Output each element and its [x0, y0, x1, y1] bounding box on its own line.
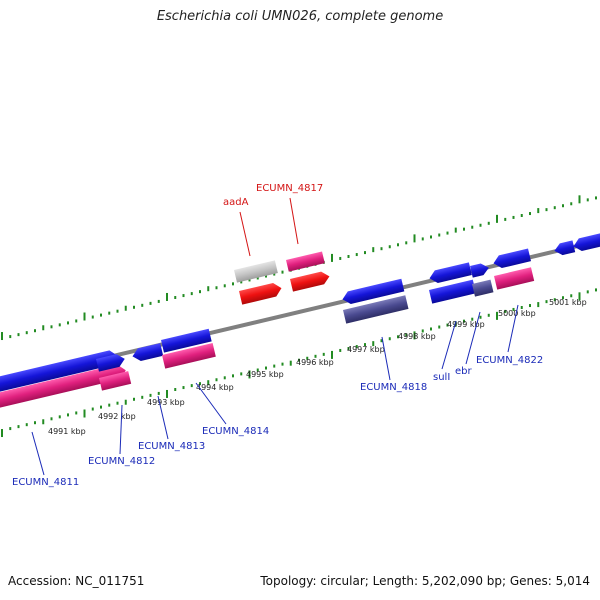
kbp-label: 4997 kbp	[347, 345, 385, 354]
feature-sul1-a	[429, 262, 472, 284]
feature-ecumn-4813-a	[96, 354, 125, 372]
gene-label-ecumn-4817[interactable]: ECUMN_4817	[256, 183, 323, 194]
kbp-label: 5000 kbp	[498, 309, 536, 318]
map-title: Escherichia coli UMN026, complete genome	[156, 9, 444, 24]
feature-5001-b	[573, 232, 600, 252]
gene-label-aada[interactable]: aadA	[223, 197, 249, 208]
feature-ecumn-4817-b	[290, 271, 330, 292]
kbp-label: 4998 kbp	[398, 332, 436, 341]
feature-aada-red	[239, 282, 282, 305]
feature-ecumn-4811	[0, 350, 118, 396]
leader-line	[31, 431, 45, 476]
kbp-label: 4995 kbp	[246, 370, 284, 379]
tick-layer	[1, 195, 597, 438]
feature-ecumn-4818-b	[343, 295, 409, 324]
gene-label-ecumn-4818[interactable]: ECUMN_4818	[360, 382, 427, 393]
leader-line	[507, 304, 519, 353]
feature-ecumn-4812	[0, 364, 126, 412]
leader-line	[441, 320, 457, 370]
feature-ebr-b	[472, 279, 494, 297]
feature-ebr-a	[470, 263, 489, 278]
label-layer: 4991 kbp 4992 kbp 4993 kbp 4994 kbp 4995 kbp…	[12, 183, 587, 488]
gene-label-ecumn-4814[interactable]: ECUMN_4814	[202, 426, 269, 437]
kbp-label: 4999 kbp	[447, 320, 485, 329]
kbp-label: 4992 kbp	[98, 412, 136, 421]
gene-label-suli[interactable]: sulI	[433, 372, 450, 383]
feature-ecumn-4817-a	[286, 251, 325, 272]
feature-ecumn-4814-b	[161, 328, 212, 353]
feature-ecumn-4814-a	[132, 343, 164, 362]
leader-line	[289, 197, 299, 245]
lower-tick-row	[1, 288, 597, 438]
gene-label-ecumn-4822[interactable]: ECUMN_4822	[476, 355, 543, 366]
leader-line	[119, 404, 123, 455]
feature-ecumn-4813-b	[99, 371, 132, 391]
kbp-label: 4991 kbp	[48, 427, 86, 436]
gene-label-ebr[interactable]: ebr	[455, 366, 473, 377]
feature-layer	[0, 232, 600, 412]
feature-5001-a	[554, 240, 576, 256]
kbp-label: 5001 kbp	[549, 298, 587, 307]
accession-label: Accession: NC_011751	[8, 574, 145, 588]
kbp-label: 4996 kbp	[296, 358, 334, 367]
leader-line	[465, 311, 481, 365]
genome-summary: Topology: circular; Length: 5,202,090 bp…	[260, 574, 590, 588]
gene-label-ecumn-4812[interactable]: ECUMN_4812	[88, 456, 155, 467]
kbp-label: 4994 kbp	[196, 383, 234, 392]
leader-line	[239, 211, 251, 257]
gene-label-ecumn-4811[interactable]: ECUMN_4811	[12, 477, 79, 488]
feature-ecumn-4822-b	[494, 267, 535, 290]
leader-line	[157, 395, 169, 440]
gene-label-ecumn-4813[interactable]: ECUMN_4813	[138, 441, 205, 452]
leader-line	[195, 382, 227, 425]
feature-sul1-b	[429, 279, 477, 304]
feature-aada-gray	[234, 260, 278, 283]
leader-line	[381, 336, 391, 381]
feature-ecumn-4818-a	[342, 278, 405, 305]
feature-ecumn-4814-c	[162, 343, 216, 369]
feature-ecumn-4822-a	[493, 248, 531, 269]
kbp-label: 4993 kbp	[147, 398, 185, 407]
